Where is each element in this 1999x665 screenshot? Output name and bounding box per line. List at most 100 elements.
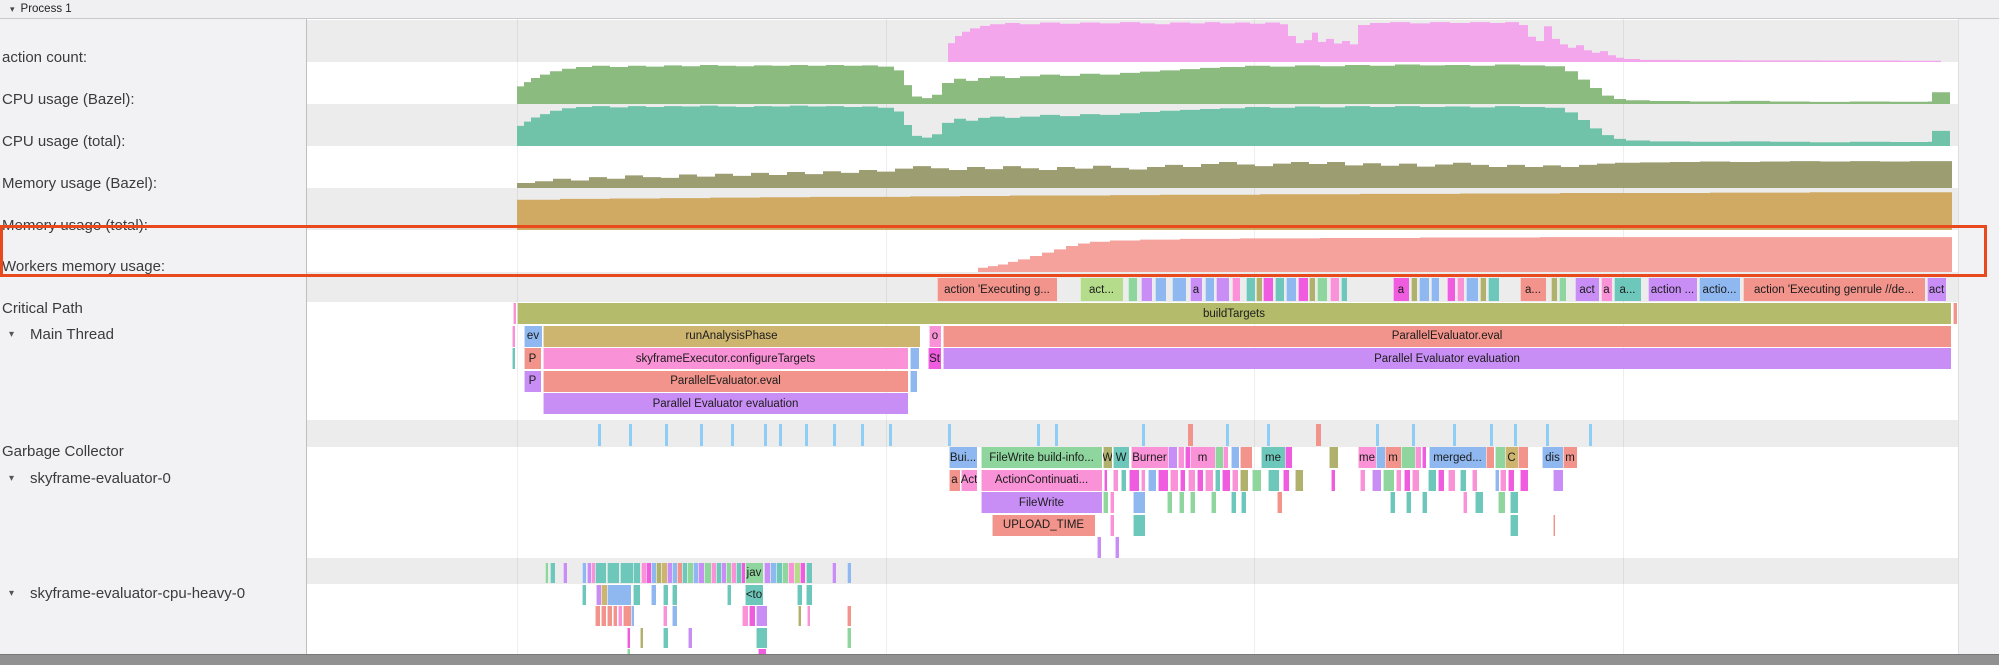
skyframe-evaluator-cpu-heavy-0-slice[interactable] [663,627,668,648]
critical-path-slice[interactable] [1317,278,1327,301]
critical-path-slice[interactable] [1466,278,1478,301]
critical-path-slice[interactable] [1447,278,1455,301]
gc-tick[interactable] [1376,424,1379,446]
skyframe-evaluator-0-slice[interactable] [1231,492,1236,513]
skyframe-evaluator-0-slice[interactable]: me [1261,447,1285,468]
skyframe-evaluator-0-slice[interactable] [1185,447,1190,468]
skyframe-evaluator-0-slice[interactable] [1285,447,1292,468]
skyframe-evaluator-cpu-heavy-0-slice[interactable] [646,563,651,583]
skyframe-evaluator-0-slice[interactable] [1472,469,1477,491]
counter-chart-action_count[interactable] [0,20,1999,62]
critical-path-slice[interactable] [1128,278,1137,301]
skyframe-evaluator-0-slice[interactable] [1331,469,1335,491]
skyframe-evaluator-cpu-heavy-0-slice[interactable] [726,563,731,583]
main-thread-slice[interactable] [910,370,917,392]
gc-tick[interactable] [764,424,767,446]
skyframe-evaluator-cpu-heavy-0-slice[interactable] [563,563,567,583]
skyframe-evaluator-0-slice[interactable] [1240,469,1248,491]
skyframe-evaluator-0-slice[interactable] [1170,469,1178,491]
skyframe-evaluator-0-slice[interactable]: ActionContinuati... [981,469,1102,491]
main-thread-slice[interactable]: runAnalysisPhase [543,325,920,347]
gc-major-tick[interactable] [1188,424,1193,446]
skyframe-evaluator-cpu-heavy-0-slice[interactable] [663,606,667,626]
skyframe-evaluator-0-slice[interactable]: m [1385,447,1401,468]
skyframe-evaluator-cpu-heavy-0-slice[interactable] [595,606,600,626]
skyframe-evaluator-0-slice[interactable]: W [1103,447,1112,468]
skyframe-evaluator-cpu-heavy-0-slice[interactable] [797,584,802,605]
skyframe-evaluator-cpu-heavy-0-slice[interactable] [800,563,805,583]
skyframe-evaluator-0-slice[interactable] [1460,469,1466,491]
main-thread-slice[interactable]: ParallelEvaluator.eval [943,325,1951,347]
skyframe-evaluator-cpu-heavy-0-slice[interactable] [550,563,555,583]
skyframe-evaluator-0-slice[interactable] [1223,447,1228,468]
skyframe-evaluator-cpu-heavy-0-slice[interactable] [776,563,782,583]
skyframe-evaluator-0-slice[interactable]: a [949,469,960,491]
critical-path-slice[interactable] [1480,278,1486,301]
main-thread-slice[interactable]: skyframeExecutor.configureTargets [543,348,908,369]
skyframe-evaluator-0-slice[interactable] [1168,447,1177,468]
gc-tick[interactable] [833,424,836,446]
main-thread-slice[interactable] [512,348,515,369]
skyframe-evaluator-cpu-heavy-0-slice[interactable] [623,606,631,626]
skyframe-evaluator-0-slice[interactable] [1553,514,1555,536]
skyframe-evaluator-cpu-heavy-0-slice[interactable] [749,606,755,626]
skyframe-evaluator-0-slice[interactable] [1283,469,1289,491]
skyframe-evaluator-0-slice[interactable] [1495,447,1505,468]
skyframe-evaluator-0-slice[interactable] [1422,447,1426,468]
skyframe-evaluator-0-slice[interactable]: C [1505,447,1518,468]
gc-tick[interactable] [805,424,808,446]
critical-path-slice[interactable] [1172,278,1186,301]
skyframe-evaluator-0-slice[interactable] [1329,447,1338,468]
skyframe-evaluator-0-slice[interactable] [1268,469,1279,491]
skyframe-evaluator-0-slice[interactable] [1215,469,1220,491]
main-thread-slice[interactable]: ParallelEvaluator.eval [543,370,908,392]
skyframe-evaluator-cpu-heavy-0-slice[interactable] [633,584,640,605]
gc-tick[interactable] [1412,424,1415,446]
skyframe-evaluator-0-slice[interactable]: me [1358,447,1376,468]
skyframe-evaluator-0-slice[interactable] [1231,447,1239,468]
skyframe-evaluator-0-slice[interactable]: Bui... [949,447,977,468]
skyframe-evaluator-0-slice[interactable] [1463,492,1467,513]
skyframe-evaluator-0-slice[interactable] [1240,447,1252,468]
skyframe-evaluator-0-slice[interactable]: UPLOAD_TIME [992,514,1095,536]
skyframe-evaluator-cpu-heavy-0-slice[interactable] [618,606,622,626]
skyframe-evaluator-0-slice[interactable] [1372,469,1381,491]
critical-path-slice[interactable] [1275,278,1284,301]
skyframe-evaluator-cpu-heavy-0-slice[interactable] [704,563,711,583]
critical-path-slice[interactable]: act... [1080,278,1123,301]
gc-tick[interactable] [598,424,601,446]
gc-tick[interactable] [948,424,951,446]
skyframe-evaluator-0-slice[interactable] [1508,469,1514,491]
main-thread-slice[interactable]: Parallel Evaluator evaluation [943,348,1951,369]
gc-tick[interactable] [1055,424,1058,446]
skyframe-evaluator-cpu-heavy-0-slice[interactable] [627,627,630,648]
counter-chart-mem_bazel[interactable] [0,146,1999,188]
skyframe-evaluator-0-slice[interactable] [1158,469,1168,491]
skyframe-evaluator-0-slice[interactable] [1197,469,1203,491]
gc-tick[interactable] [1037,424,1040,446]
main-thread-slice[interactable] [910,348,919,369]
gc-tick[interactable] [889,424,892,446]
skyframe-evaluator-0-slice[interactable] [1232,469,1238,491]
skyframe-evaluator-0-slice[interactable] [1376,447,1385,468]
critical-path-slice[interactable] [1246,278,1255,301]
counter-chart-cpu_bazel[interactable] [0,62,1999,104]
gc-tick[interactable] [1142,424,1145,446]
main-thread-slice[interactable]: buildTargets [517,303,1951,324]
track-label-main-thread[interactable]: Main Thread [30,326,114,343]
gc-tick[interactable] [1546,424,1549,446]
skyframe-evaluator-0-slice[interactable] [1190,492,1195,513]
skyframe-evaluator-0-slice[interactable] [1097,537,1101,558]
skyframe-evaluator-0-slice[interactable] [1406,492,1411,513]
skyframe-evaluator-0-slice[interactable] [1141,469,1145,491]
skyframe-evaluator-0-slice[interactable]: FileWrite [981,492,1102,513]
critical-path-slice[interactable] [1232,278,1240,301]
main-thread-slice[interactable] [1953,303,1957,324]
skyframe-evaluator-0-slice[interactable]: W [1113,447,1129,468]
skyframe-evaluator-0-slice[interactable]: dis [1542,447,1563,468]
skyframe-evaluator-0-slice[interactable] [1510,492,1518,513]
skyframe-evaluator-cpu-heavy-0-slice[interactable] [651,584,656,605]
triangle-down-icon[interactable]: ▾ [9,473,15,484]
skyframe-evaluator-cpu-heavy-0-slice[interactable] [736,563,741,583]
gc-tick[interactable] [1226,424,1229,446]
